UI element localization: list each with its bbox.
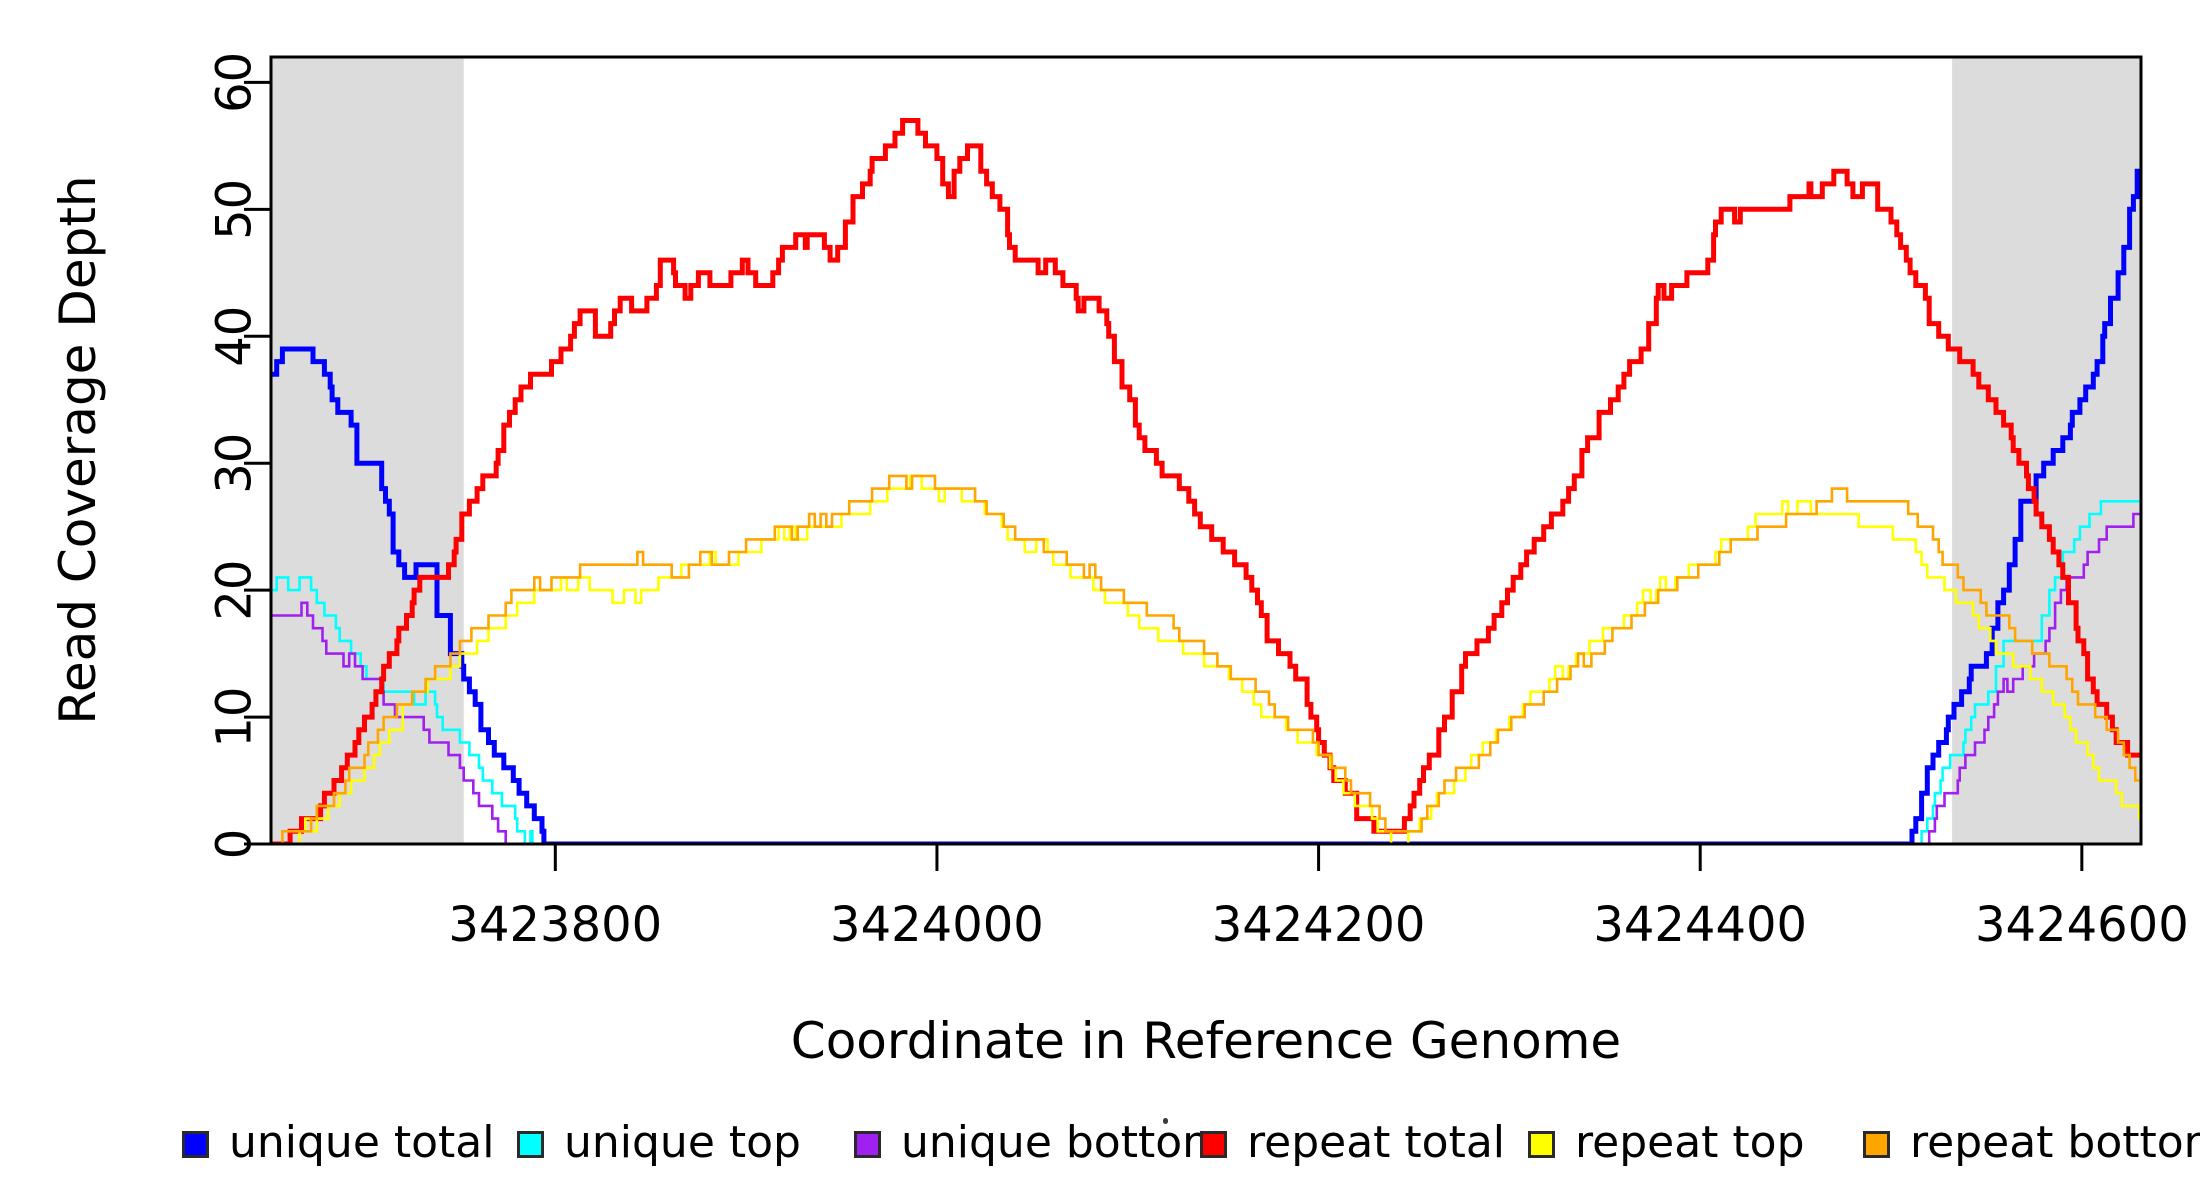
svg-text:3424000: 3424000 — [830, 897, 1044, 953]
svg-text:10: 10 — [207, 687, 263, 748]
x-axis-ticks: 3423800 3424000 3424200 3424400 3424600 — [448, 844, 2189, 953]
series-unique-total — [271, 168, 2141, 844]
svg-text:30: 30 — [207, 433, 263, 494]
svg-text:3423800: 3423800 — [448, 897, 662, 953]
y-axis-title: Read Coverage Depth — [49, 175, 107, 725]
svg-text:3424200: 3424200 — [1212, 897, 1426, 953]
x-axis-title: Coordinate in Reference Genome — [790, 1012, 1622, 1070]
svg-text:3424400: 3424400 — [1593, 897, 1807, 953]
series-repeat-bottom — [271, 474, 2141, 844]
y-axis-ticks: 0 10 20 30 40 50 60 — [207, 52, 271, 859]
plot-frame — [269, 55, 2143, 846]
shaded-regions — [271, 57, 2141, 844]
stray-dot-artifact — [1163, 1118, 1168, 1124]
series-repeat-top — [274, 474, 2141, 844]
series-unique-bottom — [271, 512, 2141, 844]
svg-text:40: 40 — [207, 306, 263, 367]
svg-text:50: 50 — [207, 179, 263, 240]
series-unique-top — [271, 500, 2141, 844]
series-repeat-total — [271, 118, 2141, 844]
svg-text:60: 60 — [207, 52, 263, 113]
svg-text:20: 20 — [207, 560, 263, 621]
svg-text:0: 0 — [207, 829, 263, 860]
svg-text:3424600: 3424600 — [1975, 897, 2189, 953]
